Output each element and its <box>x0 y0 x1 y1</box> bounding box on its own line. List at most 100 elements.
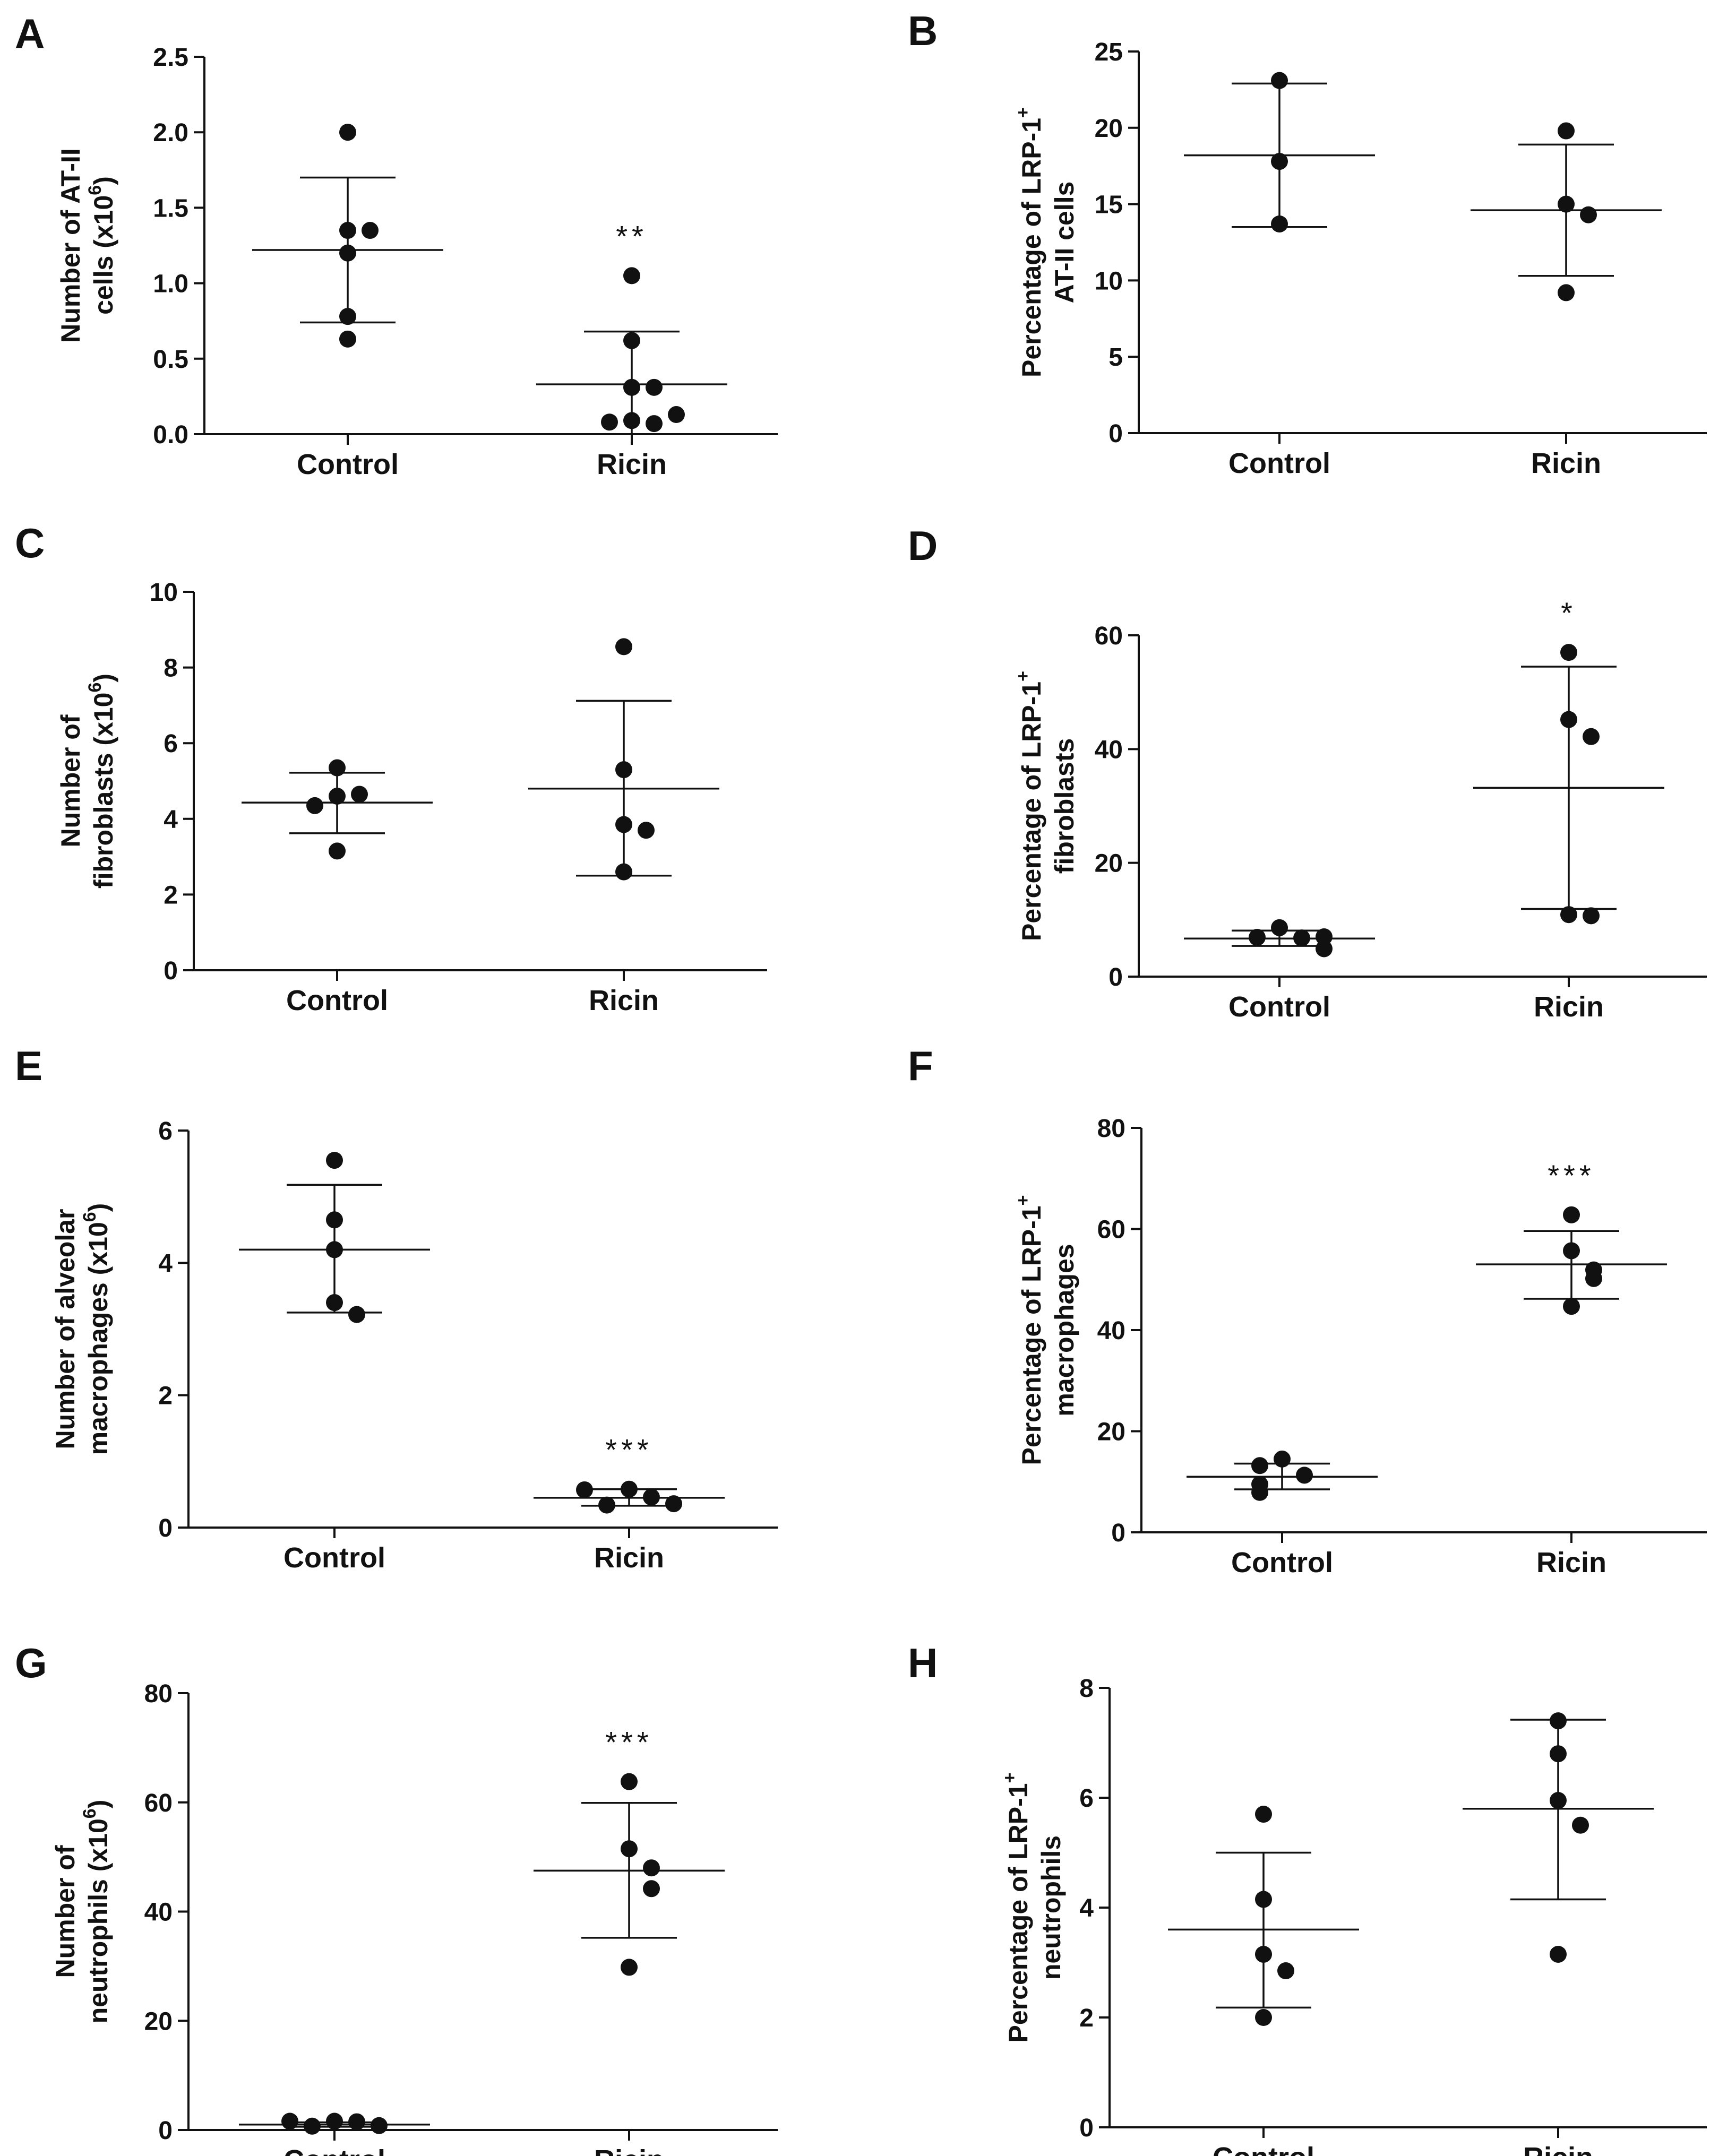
data-point <box>326 1211 343 1229</box>
data-point <box>339 244 356 262</box>
data-point <box>643 1488 660 1506</box>
data-point <box>1585 1270 1602 1287</box>
data-point <box>1251 1457 1268 1474</box>
y-tick-label: 40 <box>1095 736 1123 764</box>
y-tick-label: 4 <box>1079 1894 1094 1922</box>
data-point <box>643 1859 660 1877</box>
data-point <box>1560 711 1577 728</box>
data-point <box>1560 906 1577 924</box>
panel-g: G 0 20 40 60 80 Control Ricin Number ofneutrophi… <box>15 1640 778 2156</box>
data-point <box>1550 1945 1567 1963</box>
data-point <box>1271 919 1288 936</box>
data-point <box>615 761 632 779</box>
data-point <box>1271 153 1288 170</box>
data-point <box>643 1880 660 1898</box>
data-point <box>281 2112 298 2130</box>
data-point <box>1558 195 1575 213</box>
y-tick-label: 0 <box>1079 2114 1094 2142</box>
y-axis-title: Number of alveolar macrophages (x106) <box>50 1203 113 1455</box>
data-point <box>615 638 632 656</box>
y-axis-title: Number of fibroblasts (x106) <box>56 674 118 889</box>
y-axis-title: Percentage of LRP-1+macrophages <box>1013 1195 1079 1465</box>
panel-letter: C <box>15 520 45 566</box>
data-point <box>339 124 356 141</box>
data-point <box>1572 1816 1589 1834</box>
data-point <box>576 1481 593 1498</box>
y-tick-label: 0 <box>1108 963 1123 991</box>
panel-letter: G <box>15 1640 47 1686</box>
data-point <box>1271 72 1288 89</box>
x-category-label: Control <box>283 2144 385 2156</box>
panel-letter: A <box>15 10 45 57</box>
y-tick-label: 2.0 <box>153 119 188 147</box>
data-point <box>1550 1745 1567 1763</box>
data-point <box>601 413 618 431</box>
data-point <box>1293 929 1310 947</box>
data-point <box>329 788 346 805</box>
panel-letter: D <box>908 522 938 569</box>
data-point <box>339 308 356 325</box>
significance-label: ** <box>616 219 648 253</box>
y-tick-label: 2 <box>1079 2004 1094 2032</box>
y-tick-label: 20 <box>1095 115 1123 143</box>
significance-label: *** <box>605 1433 652 1467</box>
y-tick-label: 20 <box>144 2007 173 2036</box>
y-tick-label: 20 <box>1097 1418 1125 1446</box>
data-point <box>1251 1484 1268 1501</box>
y-tick-label: 10 <box>150 579 178 607</box>
data-point <box>668 406 685 424</box>
data-point <box>1296 1467 1313 1484</box>
data-point <box>1558 122 1575 140</box>
panel-f: F 0 20 40 60 80 Control Ricin Percentage of LRP-… <box>908 1042 1707 1579</box>
data-point <box>615 816 632 833</box>
x-category-label: Ricin <box>594 2144 664 2156</box>
x-category-label: Control <box>1231 1547 1333 1579</box>
data-point <box>1563 1206 1580 1223</box>
x-category-label: Control <box>1228 447 1330 479</box>
panel-a: A 0.0 0.5 1.0 1.5 2.0 2.5 Control Ricin Number of… <box>15 10 778 480</box>
data-point <box>621 1480 638 1498</box>
y-tick-label: 0 <box>158 1514 173 1542</box>
y-tick-label: 20 <box>1095 850 1123 878</box>
x-category-label: Ricin <box>1534 991 1604 1023</box>
x-category-label: Ricin <box>1523 2142 1593 2156</box>
y-tick-label: 1.0 <box>153 270 188 298</box>
data-point <box>1550 1792 1567 1809</box>
data-point <box>1255 2009 1272 2026</box>
data-point <box>623 267 640 284</box>
y-tick-label: 60 <box>144 1789 173 1817</box>
x-category-label: Ricin <box>594 1542 664 1574</box>
data-point <box>1277 1962 1294 1980</box>
data-point <box>1563 1298 1580 1315</box>
data-point <box>1558 284 1575 301</box>
data-point <box>623 332 640 349</box>
panel-e: E 0 2 4 6 Control Ricin Number of alveolar macro… <box>15 1042 778 1574</box>
data-point <box>371 2117 388 2134</box>
y-tick-label: 40 <box>1097 1317 1125 1345</box>
y-tick-label: 15 <box>1095 191 1123 219</box>
data-point <box>1580 206 1597 223</box>
data-point <box>646 378 663 396</box>
data-point <box>1583 728 1600 745</box>
y-tick-label: 0 <box>1108 420 1123 448</box>
y-tick-label: 6 <box>164 730 178 758</box>
y-tick-label: 80 <box>144 1680 173 1708</box>
data-point <box>1316 928 1333 945</box>
y-tick-label: 0 <box>158 2117 173 2145</box>
panel-c: C 0 2 4 6 8 10 Control Ricin Number of fibroblasts… <box>15 520 767 1016</box>
data-point <box>1583 907 1600 925</box>
y-axis-title: Number of AT-II cells (x106) <box>56 148 118 343</box>
data-point <box>362 222 379 239</box>
panel-h: H 0 2 4 6 8 Control Ricin Percentage of LRP-1+ne… <box>908 1640 1707 2156</box>
data-point <box>306 797 323 814</box>
data-point <box>623 412 640 429</box>
x-category-label: Control <box>1213 2142 1314 2156</box>
panel-letter: H <box>908 1640 938 1686</box>
data-point <box>1271 215 1288 232</box>
data-point <box>646 415 663 433</box>
panel-letter: E <box>15 1042 42 1089</box>
y-axis-title: Percentage of LRP-1+AT-II cells <box>1013 107 1079 377</box>
y-tick-label: 2.5 <box>153 44 188 72</box>
y-tick-label: 0 <box>164 957 178 985</box>
